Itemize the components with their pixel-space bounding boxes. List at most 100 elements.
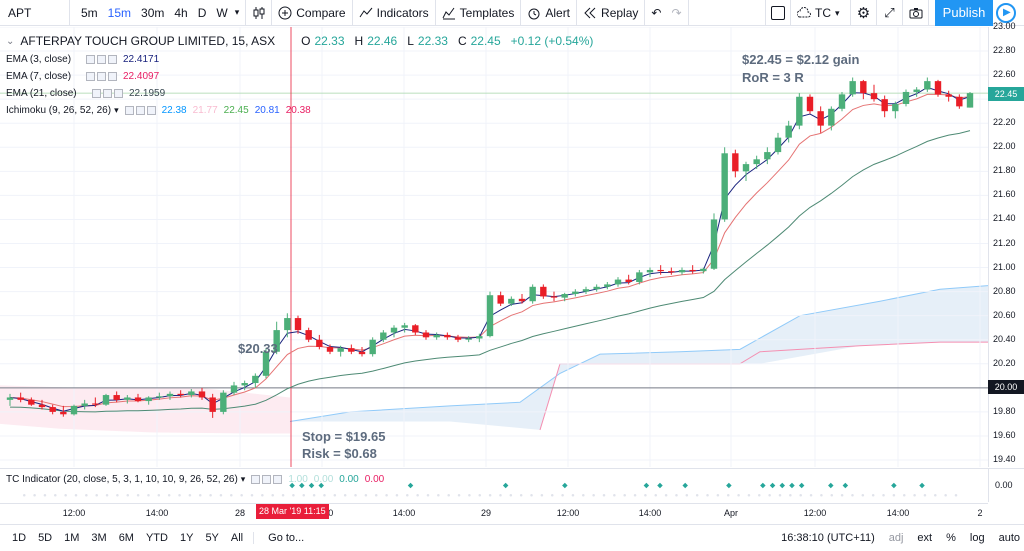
- price-chart[interactable]: [0, 27, 988, 467]
- candle-body: [689, 269, 696, 272]
- ema7-legend[interactable]: EMA (7, close) 22.4097: [6, 68, 599, 85]
- fullscreen-button[interactable]: ⤢: [877, 0, 903, 26]
- range-5d[interactable]: 5D: [38, 532, 53, 544]
- percent-toggle[interactable]: %: [946, 532, 956, 544]
- alert-button[interactable]: Alert: [521, 0, 578, 26]
- candle-body: [305, 330, 312, 340]
- chevron-down-icon[interactable]: ▾: [114, 105, 119, 115]
- range-1d[interactable]: 1D: [12, 532, 27, 544]
- eye-icon[interactable]: [92, 89, 101, 98]
- gain-annotation[interactable]: $22.45 = $2.12 gain: [742, 52, 860, 67]
- indicator-legend[interactable]: TC Indicator (20, close, 5, 3, 1, 10, 10…: [6, 474, 384, 485]
- settings-icon[interactable]: [262, 475, 272, 484]
- interval-15m[interactable]: 15m: [107, 5, 132, 20]
- compare-button[interactable]: Compare: [272, 0, 353, 26]
- range-5y[interactable]: 5Y: [205, 532, 219, 544]
- snapshot-button[interactable]: [903, 0, 929, 26]
- ichimoku-label: Ichimoku (9, 26, 52, 26): [6, 105, 112, 116]
- risk-annotation[interactable]: Risk = $0.68: [302, 446, 377, 461]
- chart-type-button[interactable]: [246, 0, 273, 26]
- settings-button[interactable]: ⚙: [851, 0, 877, 26]
- range-ytd[interactable]: YTD: [145, 532, 168, 544]
- interval-4h[interactable]: 4h: [174, 5, 188, 20]
- range-6m[interactable]: 6M: [118, 532, 134, 544]
- replay-button[interactable]: Replay: [577, 0, 646, 26]
- close-icon[interactable]: [114, 89, 123, 98]
- indicator-pane[interactable]: [0, 468, 988, 502]
- adj-toggle[interactable]: adj: [888, 532, 904, 544]
- settings-icon[interactable]: [135, 106, 145, 115]
- candle-body: [593, 286, 600, 290]
- symbol-search[interactable]: APT: [0, 0, 70, 26]
- bottom-bar: 1D 5D 1M 3M 6M YTD 1Y 5Y All Go to... 16…: [0, 524, 1024, 551]
- candle-body: [166, 393, 174, 397]
- candle-body: [81, 403, 88, 406]
- ror-annotation[interactable]: RoR = 3 R: [742, 70, 804, 85]
- ema21-controls[interactable]: [92, 89, 123, 98]
- clock[interactable]: 16:38:10 (UTC+11): [781, 532, 875, 544]
- close-icon[interactable]: [146, 106, 156, 115]
- settings-icon[interactable]: [97, 55, 106, 64]
- settings-icon[interactable]: [103, 89, 112, 98]
- high-label: H: [354, 34, 364, 48]
- eye-icon[interactable]: [251, 475, 261, 484]
- candle-body: [924, 81, 931, 90]
- range-1m[interactable]: 1M: [64, 532, 80, 544]
- redo-icon[interactable]: ↷: [671, 5, 682, 20]
- time-axis[interactable]: [0, 503, 988, 523]
- candle-body: [476, 336, 483, 339]
- collapse-icon[interactable]: ⌄: [6, 35, 15, 47]
- close-icon[interactable]: [273, 475, 283, 484]
- candle-body: [102, 395, 110, 405]
- price-axis-label: 22.60: [993, 69, 1016, 80]
- play-arrow-icon[interactable]: ▶: [996, 3, 1016, 23]
- legend-title-row: ⌄ AFTERPAY TOUCH GROUP LIMITED, 15, ASX …: [6, 33, 599, 49]
- close-icon[interactable]: [108, 72, 117, 81]
- eye-icon[interactable]: [86, 72, 95, 81]
- close-icon[interactable]: [108, 55, 117, 64]
- indicator-dot: [706, 493, 709, 497]
- range-all[interactable]: All: [230, 532, 244, 544]
- candle-body: [145, 397, 152, 402]
- log-toggle[interactable]: log: [969, 532, 985, 544]
- indicator-controls[interactable]: [251, 475, 283, 484]
- range-3m[interactable]: 3M: [91, 532, 107, 544]
- publish-button[interactable]: Publish: [935, 0, 993, 26]
- price-axis-label: 21.80: [993, 165, 1016, 176]
- candle-body: [785, 125, 792, 138]
- ema3-legend[interactable]: EMA (3, close) 22.4171: [6, 51, 599, 68]
- stop-annotation[interactable]: Stop = $19.65: [302, 429, 386, 444]
- templates-button[interactable]: Templates: [436, 0, 522, 26]
- goto-button[interactable]: Go to...: [253, 532, 304, 544]
- eye-icon[interactable]: [124, 106, 134, 115]
- range-1y[interactable]: 1Y: [179, 532, 194, 544]
- candle-body: [913, 89, 920, 92]
- candle-body: [422, 332, 430, 338]
- indicator-signal: [769, 482, 776, 489]
- interval-dropdown-icon[interactable]: ▾: [234, 7, 240, 17]
- indicators-button[interactable]: Indicators: [353, 0, 436, 26]
- entry-annotation[interactable]: $20.33: [238, 341, 278, 356]
- account-button[interactable]: TC ▾: [791, 0, 851, 26]
- ichimoku-legend[interactable]: Ichimoku (9, 26, 52, 26) ▾ 22.38 21.77 2…: [6, 102, 599, 119]
- eye-icon[interactable]: [86, 55, 95, 64]
- candle-body: [273, 330, 280, 352]
- chevron-down-icon[interactable]: ▾: [240, 474, 246, 484]
- ema7-controls[interactable]: [86, 72, 117, 81]
- candle-body: [6, 397, 14, 400]
- indicator-dot: [95, 493, 98, 497]
- ichimoku-controls[interactable]: [124, 106, 156, 115]
- ema3-controls[interactable]: [86, 55, 117, 64]
- undo-icon[interactable]: ↶: [651, 5, 662, 20]
- settings-icon[interactable]: [97, 72, 106, 81]
- interval-5m[interactable]: 5m: [81, 5, 98, 20]
- ema21-legend[interactable]: EMA (21, close) 22.1959: [6, 85, 599, 102]
- indicator-dot: [105, 493, 109, 497]
- alarm-clock-icon: [528, 8, 540, 19]
- interval-d[interactable]: D: [197, 5, 207, 20]
- ext-toggle[interactable]: ext: [917, 532, 933, 544]
- interval-30m[interactable]: 30m: [141, 5, 165, 20]
- fullscreen-square-button[interactable]: [765, 0, 791, 26]
- interval-w[interactable]: W: [216, 5, 228, 20]
- auto-toggle[interactable]: auto: [998, 532, 1020, 544]
